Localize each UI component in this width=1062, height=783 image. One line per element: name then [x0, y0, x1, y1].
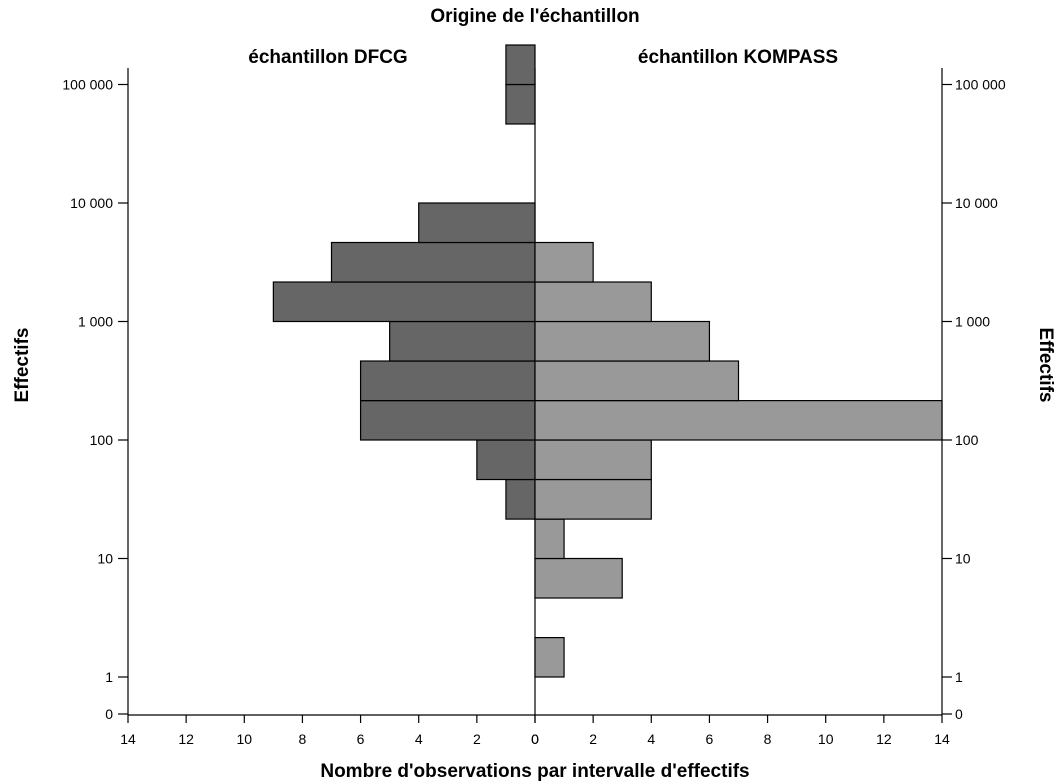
y-tick-label-right-4: 1 000	[955, 314, 990, 330]
x-tick-label-left-3: 8	[299, 731, 307, 747]
bar-kompass-10	[534, 241, 594, 283]
y-axis-label-right: Effectifs	[1035, 328, 1056, 403]
y-tick-label-right-5: 10 000	[955, 195, 998, 211]
bar-dfcg-4	[389, 320, 536, 362]
x-tick-label-left-4: 6	[357, 731, 365, 747]
y-tick-label-left-6: 100 000	[62, 77, 113, 93]
y-tick-label-left-5: 10 000	[70, 195, 113, 211]
bar-kompass-8	[534, 320, 711, 362]
x-axis-label: Nombre d'observations par intervalle d'e…	[320, 761, 749, 782]
x-tick-label-right-3: 6	[706, 731, 714, 747]
bar-kompass-5	[534, 439, 652, 481]
panel-label-dfcg: échantillon DFCG	[248, 47, 407, 68]
bar-kompass-4	[534, 478, 652, 520]
y-axis-left: 0 1 10 100 1 000 10 000 100 000	[62, 77, 128, 722]
chart-title: Origine de l'échantillon	[430, 6, 639, 27]
bar-dfcg-1	[476, 439, 536, 481]
bar-kompass-0	[534, 637, 565, 678]
panel-label-kompass: échantillon KOMPASS	[638, 47, 838, 68]
bars-layer	[272, 44, 943, 678]
bar-dfcg-3	[359, 360, 536, 402]
x-tick-label-left-0: 14	[120, 731, 136, 747]
y-axis-right: 0 1 10 100 1 000 10 000 100 000	[942, 77, 1006, 722]
bar-kompass-3	[534, 518, 565, 560]
y-tick-label-right-1: 1	[955, 669, 963, 685]
x-tick-label-left-2: 10	[236, 731, 252, 747]
x-tick-label-left-1: 12	[178, 731, 194, 747]
y-axis-label-left: Effectifs	[12, 328, 33, 403]
x-tick-label-right-7: 14	[934, 731, 950, 747]
y-tick-label-right-0: 0	[955, 706, 963, 722]
x-tick-label-right-2: 4	[647, 731, 655, 747]
bar-dfcg-7	[418, 202, 536, 244]
bar-kompass-6	[534, 400, 943, 441]
y-tick-label-right-6: 100 000	[955, 77, 1006, 93]
y-tick-label-left-3: 100	[90, 432, 114, 448]
x-tick-label-left-6: 2	[473, 731, 481, 747]
bar-dfcg-0	[505, 478, 536, 520]
x-tick-label-left-5: 4	[415, 731, 423, 747]
y-tick-label-left-2: 10	[97, 551, 113, 567]
bar-dfcg-8	[505, 83, 536, 125]
bar-dfcg-2	[359, 400, 536, 441]
x-tick-label-right-5: 10	[818, 731, 834, 747]
bar-dfcg-5	[272, 281, 536, 323]
bar-kompass-9	[534, 281, 652, 323]
x-tick-label-right-1: 2	[589, 731, 597, 747]
bar-dfcg-9	[505, 44, 536, 86]
y-tick-label-left-4: 1 000	[78, 314, 113, 330]
x-tick-label-right-0: 0	[531, 731, 539, 747]
bar-dfcg-6	[330, 241, 536, 283]
x-tick-label-right-4: 8	[764, 731, 772, 747]
y-tick-label-right-2: 10	[955, 551, 971, 567]
bar-kompass-2	[534, 557, 623, 599]
x-axis: 14 12 10 8 6 4 2 00 2 4 6 8 10 12 14	[120, 715, 950, 747]
x-tick-label-left-7: 0	[531, 731, 539, 747]
bar-kompass-7	[534, 360, 740, 402]
y-tick-label-left-0: 0	[105, 706, 113, 722]
y-tick-label-right-3: 100	[955, 432, 979, 448]
x-tick-label-right-6: 12	[876, 731, 892, 747]
y-tick-label-left-1: 1	[105, 669, 113, 685]
